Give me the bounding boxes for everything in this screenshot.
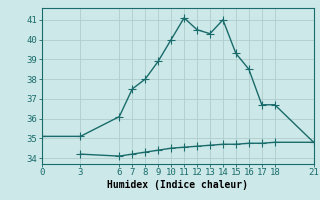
X-axis label: Humidex (Indice chaleur): Humidex (Indice chaleur) <box>107 180 248 190</box>
